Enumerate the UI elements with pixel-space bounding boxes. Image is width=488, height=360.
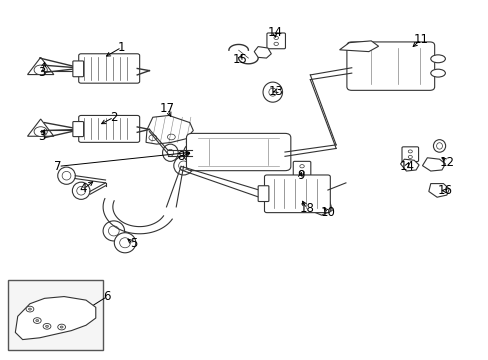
Text: 17: 17	[160, 103, 175, 116]
Text: 13: 13	[268, 85, 283, 98]
Circle shape	[28, 308, 31, 310]
Circle shape	[299, 165, 304, 168]
Text: 12: 12	[438, 156, 453, 168]
Polygon shape	[422, 158, 445, 171]
FancyBboxPatch shape	[258, 186, 268, 202]
Ellipse shape	[167, 149, 173, 156]
FancyBboxPatch shape	[186, 134, 290, 171]
Ellipse shape	[183, 143, 203, 163]
Ellipse shape	[72, 182, 90, 199]
Circle shape	[273, 36, 278, 40]
Text: 14: 14	[399, 160, 413, 173]
Ellipse shape	[108, 226, 119, 236]
Ellipse shape	[77, 186, 85, 195]
Circle shape	[60, 326, 63, 328]
Circle shape	[407, 156, 411, 158]
FancyBboxPatch shape	[401, 147, 418, 162]
Text: 11: 11	[413, 33, 427, 46]
Ellipse shape	[58, 167, 75, 184]
Text: 10: 10	[320, 207, 335, 220]
Text: 16: 16	[437, 184, 452, 197]
Circle shape	[149, 135, 157, 140]
Text: 15: 15	[232, 53, 246, 66]
FancyBboxPatch shape	[264, 175, 330, 213]
Circle shape	[407, 150, 411, 153]
Ellipse shape	[173, 156, 193, 175]
Ellipse shape	[114, 233, 136, 253]
Circle shape	[316, 202, 324, 208]
Ellipse shape	[103, 221, 124, 241]
Polygon shape	[339, 41, 378, 51]
FancyBboxPatch shape	[73, 122, 83, 136]
Text: 5: 5	[129, 237, 137, 250]
Ellipse shape	[178, 161, 188, 170]
Text: 18: 18	[299, 202, 314, 215]
Circle shape	[58, 324, 65, 330]
Ellipse shape	[436, 143, 442, 149]
Text: 8: 8	[177, 150, 184, 163]
Polygon shape	[428, 184, 448, 197]
Circle shape	[43, 323, 51, 329]
Circle shape	[34, 65, 47, 75]
Ellipse shape	[120, 238, 130, 248]
Text: 1: 1	[118, 41, 125, 54]
FancyBboxPatch shape	[266, 33, 285, 49]
Ellipse shape	[268, 88, 276, 96]
FancyBboxPatch shape	[73, 61, 83, 77]
FancyBboxPatch shape	[79, 116, 140, 142]
Ellipse shape	[263, 82, 282, 102]
FancyBboxPatch shape	[79, 54, 140, 83]
Ellipse shape	[62, 171, 71, 180]
Text: 7: 7	[54, 160, 62, 173]
Text: 2: 2	[110, 111, 117, 124]
Text: 3: 3	[39, 66, 46, 79]
Ellipse shape	[189, 149, 197, 157]
Polygon shape	[27, 119, 54, 136]
Circle shape	[36, 319, 39, 321]
Polygon shape	[27, 57, 54, 75]
Circle shape	[299, 171, 304, 174]
Text: 9: 9	[296, 169, 304, 182]
Bar	[8, 280, 103, 350]
Polygon shape	[400, 159, 418, 171]
Ellipse shape	[430, 69, 445, 77]
Polygon shape	[146, 116, 193, 144]
Circle shape	[167, 134, 175, 140]
FancyBboxPatch shape	[293, 161, 310, 177]
Polygon shape	[254, 46, 271, 58]
Text: 6: 6	[103, 290, 110, 303]
Circle shape	[26, 306, 34, 312]
Text: 3: 3	[39, 130, 46, 144]
Circle shape	[33, 318, 41, 323]
Ellipse shape	[430, 55, 445, 63]
Circle shape	[273, 42, 278, 45]
Text: 4: 4	[80, 183, 87, 195]
Circle shape	[34, 127, 47, 136]
Ellipse shape	[162, 144, 178, 161]
Polygon shape	[307, 194, 331, 215]
FancyBboxPatch shape	[346, 42, 434, 90]
Text: 14: 14	[266, 26, 282, 39]
Polygon shape	[15, 297, 96, 339]
Circle shape	[45, 325, 48, 327]
Ellipse shape	[432, 140, 445, 152]
